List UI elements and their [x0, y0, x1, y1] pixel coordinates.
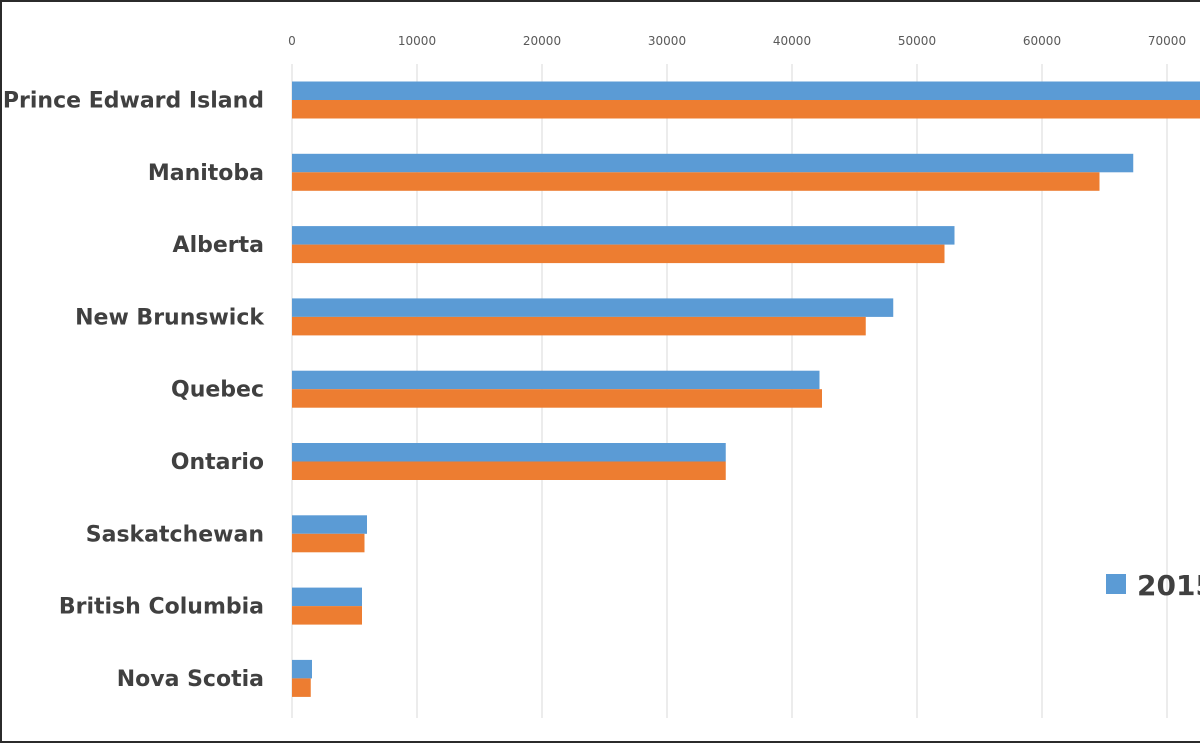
bar — [292, 81, 1200, 100]
x-tick-label: 10000 — [398, 34, 436, 48]
bar — [292, 100, 1200, 119]
x-tick-label: 30000 — [648, 34, 686, 48]
bar — [292, 533, 365, 553]
category-label: Ontario — [171, 450, 264, 475]
bar — [292, 678, 311, 697]
x-tick-label: 20000 — [523, 34, 561, 48]
category-label: Manitoba — [148, 161, 264, 186]
category-label: Saskatchewan — [86, 522, 264, 547]
bar — [292, 244, 945, 264]
x-tick-label: 0 — [288, 34, 296, 48]
bar — [292, 153, 1134, 173]
bar — [292, 659, 312, 679]
x-tick-label: 70000 — [1148, 34, 1186, 48]
bar — [292, 316, 866, 336]
category-label: Quebec — [171, 378, 264, 403]
bar — [292, 226, 955, 245]
x-tick-label: 60000 — [1023, 34, 1061, 48]
legend-swatch — [1106, 574, 1126, 594]
bar — [292, 443, 726, 462]
bar — [292, 587, 362, 607]
category-label: Prince Edward Island — [3, 89, 264, 114]
x-tick-label: 40000 — [773, 34, 811, 48]
category-label: British Columbia — [59, 595, 264, 620]
category-label: Nova Scotia — [117, 667, 264, 692]
bar — [292, 606, 362, 625]
bar — [292, 461, 726, 480]
bar — [292, 370, 820, 390]
bar — [292, 172, 1100, 191]
category-label: New Brunswick — [75, 305, 265, 330]
bar — [292, 515, 367, 534]
category-label: Alberta — [173, 233, 264, 258]
legend-label: 2015 — [1137, 569, 1200, 602]
bar — [292, 389, 822, 408]
bar — [292, 298, 894, 317]
x-tick-label: 50000 — [898, 34, 936, 48]
